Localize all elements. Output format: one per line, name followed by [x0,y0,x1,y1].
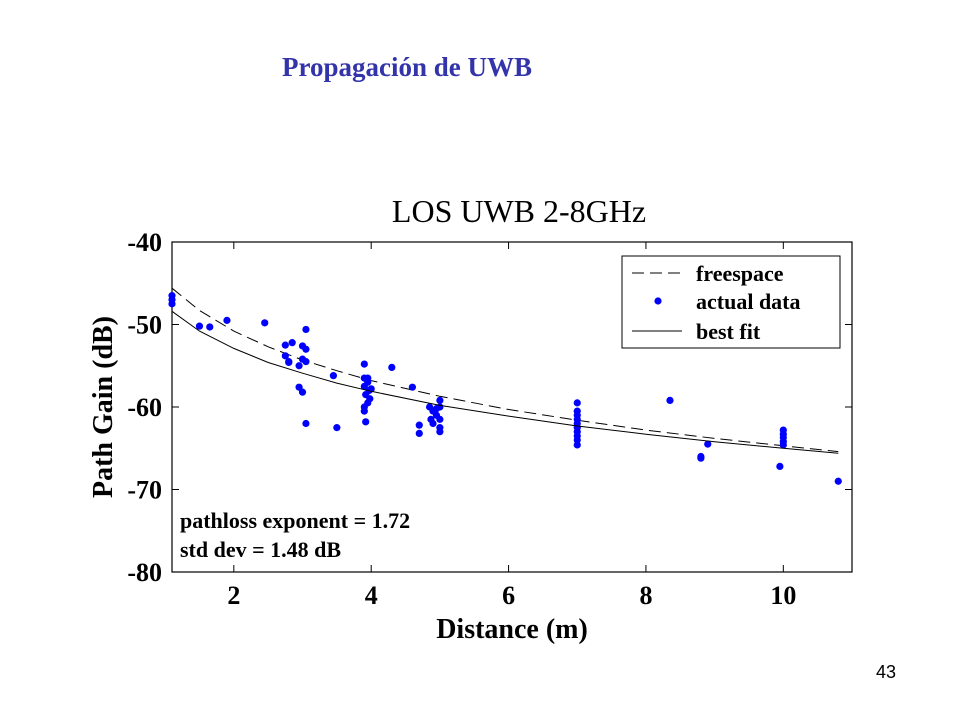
annotation-pathloss: pathloss exponent = 1.72 [180,508,410,533]
data-point [834,477,842,485]
y-tick-label: -70 [127,476,162,505]
x-axis-label: Distance (m) [436,614,588,645]
data-point [285,358,293,366]
data-point [779,441,787,449]
data-point [295,362,303,370]
data-point [776,462,784,470]
legend-actual-data-swatch [654,297,662,305]
legend-label: freespace [696,261,784,286]
x-tick-label: 10 [770,581,796,610]
data-point [329,372,338,380]
data-point [573,441,581,449]
data-point [223,316,231,324]
data-point [302,419,310,428]
y-tick-label: -40 [127,228,162,257]
data-point [415,429,423,437]
data-point [364,399,372,407]
slide-title: Propagación de UWB [282,52,533,82]
data-point [360,407,368,415]
x-tick-label: 2 [227,581,240,610]
legend-label: actual data [696,289,801,314]
best-fit-line [171,310,839,454]
x-tick-label: 8 [639,581,652,610]
data-point [364,374,372,382]
data-point [302,345,310,353]
y-tick-label: -60 [127,393,162,422]
data-point [168,300,176,308]
data-point [408,383,417,391]
y-tick-label: -80 [127,558,162,587]
data-point [388,363,396,371]
data-point [261,319,269,327]
data-point [206,323,214,331]
data-point [704,440,712,448]
annotation-std-dev: std dev = 1.48 dB [180,537,341,562]
data-point [362,418,370,426]
data-point [360,360,368,368]
data-point [281,352,289,360]
y-tick-label: -50 [127,311,162,340]
x-tick-label: 6 [502,581,515,610]
data-point [195,322,204,330]
data-point [697,454,705,462]
freespace-line [171,287,839,453]
data-point [436,428,444,436]
data-point [436,396,444,404]
x-tick-label: 4 [365,581,378,610]
data-point [288,339,296,347]
data-point [573,399,581,407]
legend-label: best fit [696,319,761,344]
data-point [333,424,341,432]
data-point [573,436,581,444]
chart-title: LOS UWB 2-8GHz [392,193,646,229]
data-point [302,325,310,334]
data-point [281,341,289,349]
data-point [432,405,441,413]
data-point [298,388,307,396]
y-axis-label: Path Gain (dB) [88,316,119,498]
data-point [666,396,674,404]
data-point [429,419,437,428]
data-point [436,415,444,423]
plot-layer: LOS UWB 2-8GHz 2 4 6 8 10 -40 -50 -60 -70 -80 Dista… [88,193,853,645]
data-point [302,358,310,366]
page-number: 43 [876,662,897,682]
data-point [415,421,423,429]
